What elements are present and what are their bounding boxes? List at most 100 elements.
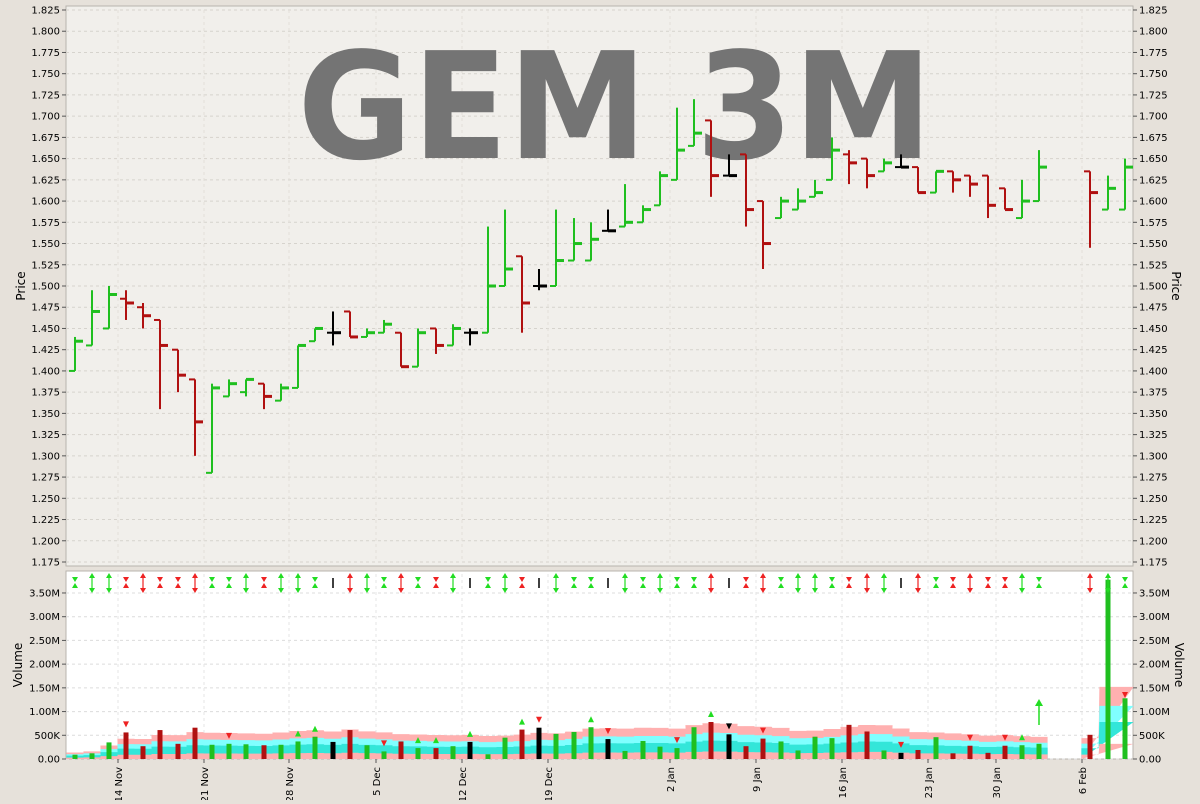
signal-arrow: [364, 573, 370, 593]
ohlc-bar: [189, 378, 203, 456]
volume-bar: [691, 727, 697, 759]
signal-arrow-row: [72, 573, 1128, 593]
volume-bar: [398, 741, 404, 759]
signal-head-top: [415, 577, 421, 582]
volume-bar: [553, 733, 559, 759]
volume-marker: [708, 711, 714, 717]
volume-tick-label-left: 1.50M: [29, 683, 60, 694]
signal-arrow: [708, 573, 714, 593]
signal-arrow: [519, 577, 525, 588]
volume-tick-label-right: 500K: [1139, 731, 1165, 742]
signal-head-bottom: [312, 583, 318, 588]
volume-marker: [605, 728, 611, 735]
signal-head-down: [795, 588, 801, 593]
signal-head-top: [829, 577, 835, 582]
signal-head-up: [347, 573, 353, 578]
signal-head-top: [588, 577, 594, 582]
signal-head-down: [864, 588, 870, 593]
volume-marker: [1019, 734, 1025, 741]
signal-head-up: [243, 573, 249, 578]
signal-head-down: [1087, 588, 1093, 593]
ohlc-bar: [757, 200, 771, 270]
volume-bar: [1002, 745, 1008, 759]
signal-arrow: [140, 573, 146, 593]
price-tick-label-left: 1.400: [31, 366, 60, 377]
ohlc-bar: [964, 174, 978, 197]
signal-arrow: [485, 577, 491, 588]
price-tick-label-left: 1.650: [31, 154, 60, 165]
signal-head-down: [450, 588, 456, 593]
volume-bar: [140, 746, 146, 759]
signal-arrow: [950, 577, 956, 588]
ohlc-bar: [240, 377, 254, 397]
signal-arrow: [1105, 573, 1111, 593]
signal-head-top: [433, 577, 439, 582]
volume-bar: [450, 746, 456, 759]
signal-head-up: [1105, 573, 1111, 578]
signal-arrow: [985, 577, 991, 588]
volume-bar: [571, 731, 577, 759]
volume-tick-label-right: 2.00M: [1139, 660, 1170, 671]
signal-head-bottom: [157, 583, 163, 588]
volume-bar: [312, 736, 318, 759]
signal-head-top: [691, 577, 697, 582]
volume-bar: [622, 750, 628, 759]
ohlc-bar: [792, 188, 806, 211]
ohlc-bar: [86, 290, 100, 347]
price-tick-label-left: 1.625: [31, 175, 60, 186]
signal-head-top: [846, 577, 852, 582]
signal-arrow: [261, 577, 267, 588]
ohlc-bar: [568, 218, 582, 262]
signal-head-down: [1019, 588, 1025, 593]
signal-head-down: [295, 588, 301, 593]
price-tick-label-left: 1.600: [31, 197, 60, 208]
price-tick-label-left: 1.750: [31, 69, 60, 80]
price-tick-label-right: 1.425: [1139, 345, 1168, 356]
signal-arrow: [347, 573, 353, 593]
volume-marker: [588, 716, 594, 723]
ohlc-bar: [619, 184, 633, 228]
volume-bar: [743, 746, 749, 759]
ohlc-bar: [533, 269, 547, 291]
date-tick-label: 28 Nov: [285, 767, 296, 800]
volume-bar: [433, 748, 439, 759]
ohlc-bar: [430, 327, 444, 354]
volume-marker: [1002, 734, 1008, 741]
volume-bar: [175, 743, 181, 759]
price-tick-label-left: 1.250: [31, 494, 60, 505]
price-tick-label-right: 1.225: [1139, 515, 1168, 526]
price-tick-label-left: 1.825: [31, 6, 60, 17]
volume-bar: [674, 748, 680, 759]
volume-bar: [846, 724, 852, 759]
price-tick-label-right: 1.625: [1139, 175, 1168, 186]
ohlc-bar: [1119, 158, 1133, 211]
signal-arrow: [278, 573, 284, 593]
signal-head-bottom: [674, 583, 680, 588]
volume-bar: [295, 741, 301, 759]
ohlc-bar: [982, 174, 996, 219]
signal-arrow: [295, 573, 301, 593]
price-tick-label-left: 1.300: [31, 451, 60, 462]
volume-bar: [106, 742, 112, 759]
signal-head-up: [1087, 573, 1093, 578]
signal-arrow: [450, 573, 456, 593]
ohlc-bar: [412, 328, 426, 368]
volume-bar: [640, 740, 646, 759]
price-tick-label-right: 1.275: [1139, 473, 1168, 484]
volume-bar: [1036, 743, 1042, 759]
signal-arrow: [553, 573, 559, 593]
ohlc-bar: [103, 286, 117, 330]
signal-arrow: [89, 573, 95, 593]
signal-head-top: [381, 577, 387, 582]
ohlc-bar: [637, 205, 651, 224]
volume-bar: [726, 734, 732, 759]
ohlc-bar: [895, 154, 909, 169]
price-tick-label-right: 1.575: [1139, 218, 1168, 229]
volume-marker: [536, 716, 542, 723]
ohlc-bar: [275, 383, 289, 402]
volume-tick-label-right: 0.00: [1139, 755, 1161, 766]
ohlc-bar: [947, 170, 961, 193]
signal-head-top: [226, 577, 232, 582]
signal-head-down: [967, 588, 973, 593]
date-tick-label: 6 Feb: [1078, 767, 1089, 794]
